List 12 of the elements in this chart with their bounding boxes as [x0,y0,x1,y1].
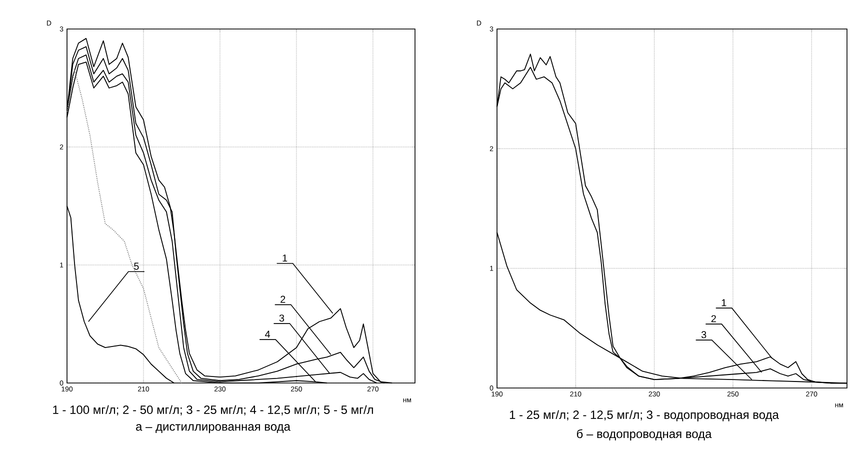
annotation: 4 [265,330,270,338]
annotation: 1 [282,254,288,262]
text: 1 - 25 мг/л; 2 - 12,5 мг/л; 3 - водопроводная вода [510,410,779,422]
annotation: 3 [701,331,706,338]
annotation: 2 [711,315,716,322]
annotation: 3 [279,314,284,322]
annotation: 1 [722,299,726,306]
text: а – дистиллированная вода [136,424,290,434]
text: 1 - 100 мг/л; 2 - 50 мг/л; 3 - 25 мг/л; 4 - 12,5 мг/л; 5 - 5 мг/л [53,405,373,416]
annotation: 5 [134,262,139,270]
text: б – водопроводная вода [576,429,712,440]
annotation: 2 [280,296,286,303]
